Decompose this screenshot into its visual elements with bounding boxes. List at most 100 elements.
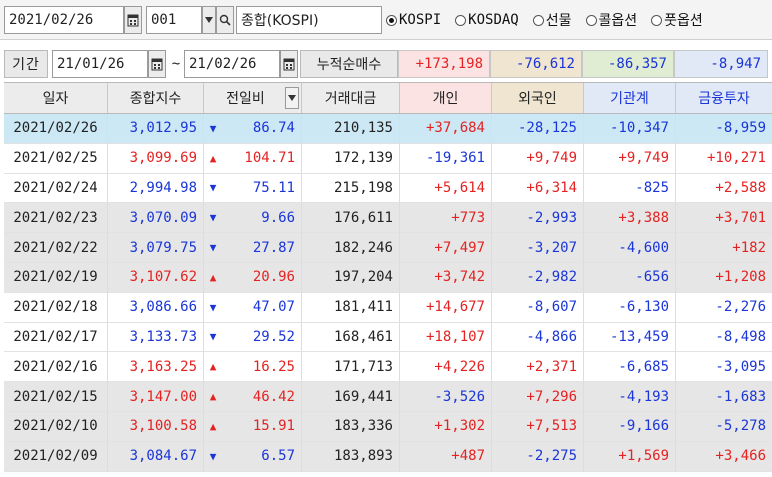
table-row[interactable]: 2021/02/26 3,012.95 ▼ 86.74 210,135 +37,684 -2… [4,114,772,144]
chevron-down-icon [205,17,213,23]
cell-index: 3,107.62 [108,262,204,292]
column-header-individual[interactable]: 개인 [400,83,492,113]
cell-financial: +3,466 [715,448,766,465]
column-header-foreign[interactable]: 외국인 [492,83,584,113]
to-date-field[interactable]: 21/02/26 [184,50,280,78]
column-header-change[interactable]: 전일비 [204,83,302,113]
column-header-financial[interactable]: 금융투자 [676,83,772,113]
calendar-button[interactable] [124,6,142,34]
radio-futures[interactable]: 선물 [532,10,572,30]
radio-call-option[interactable]: 콜옵션 [585,10,637,30]
cell-date: 2021/02/09 [4,441,108,471]
cell-individual: +487 [400,441,492,471]
cell-change: ▼ 86.74 [204,114,302,143]
table-row[interactable]: 2021/02/18 3,086.66 ▼ 47.07 181,411 +14,677 -8… [4,292,772,323]
cell-institution: -13,459 [584,322,676,352]
cell-foreign: +9,749 [492,143,584,173]
index-name-field: 종합(KOSPI) [236,6,382,34]
cell-financial: +182 [732,239,766,256]
cell-date: 2021/02/22 [4,233,108,262]
to-calendar-button[interactable] [280,50,298,78]
radio-kospi[interactable]: KOSPI [386,12,441,28]
cell-date: 2021/02/23 [4,203,108,233]
cell-foreign: -4,866 [492,322,584,352]
cell-foreign: -2,275 [492,441,584,471]
column-header-index[interactable]: 종합지수 [108,83,204,113]
cell-financial: -8,498 [715,328,766,345]
cell-change: ▲ 20.96 [204,262,302,292]
cell-date: 2021/02/24 [4,173,108,203]
radio-kosdaq[interactable]: KOSDAQ [455,12,519,28]
table-row[interactable]: 2021/02/25 3,099.69 ▲ 104.71 172,139 -19,361 +… [4,143,772,174]
cell-index: 3,100.58 [108,411,204,441]
cell-individual: +3,742 [400,262,492,292]
cell-change-value: 104.71 [244,150,295,167]
cell-index: 3,163.25 [108,352,204,382]
calendar-icon [127,14,139,27]
cell-change-value: 9.66 [261,209,295,226]
cell-change-value: 75.11 [252,179,295,196]
change-sort-button[interactable] [285,87,299,109]
cell-financial: -5,278 [715,418,766,435]
table-row[interactable]: 2021/02/10 3,100.58 ▲ 15.91 183,336 +1,302 +7,… [4,411,772,442]
cell-institution: -656 [584,262,676,292]
from-date-field[interactable]: 21/01/26 [52,50,148,78]
table-row[interactable]: 2021/02/09 3,084.67 ▼ 6.57 183,893 +487 -2,275… [4,441,772,472]
code-field[interactable]: 001 [146,6,202,34]
cell-change-value: 86.74 [252,120,295,137]
search-button[interactable] [216,6,234,34]
cell-volume: 169,441 [302,382,400,411]
cell-individual: +37,684 [400,114,492,143]
cell-change: ▼ 75.11 [204,173,302,203]
column-header-date[interactable]: 일자 [4,83,108,113]
radio-label: KOSDAQ [468,12,519,28]
table-row[interactable]: 2021/02/19 3,107.62 ▲ 20.96 197,204 +3,742 -2,… [4,262,772,293]
cell-change: ▲ 46.42 [204,382,302,411]
cell-volume: 183,336 [302,411,400,441]
cell-volume: 168,461 [302,322,400,352]
calendar-icon [151,58,163,71]
cell-index: 2,994.98 [108,173,204,203]
table-row[interactable]: 2021/02/24 2,994.98 ▼ 75.11 215,198 +5,614 +6,… [4,173,772,204]
cell-institution: -6,130 [584,292,676,322]
column-header-volume[interactable]: 거래대금 [302,83,400,113]
code-dropdown-button[interactable] [202,6,216,34]
cell-volume: 183,893 [302,441,400,471]
date-field[interactable]: 2021/02/26 [4,6,124,34]
from-calendar-button[interactable] [148,50,166,78]
cell-change: ▲ 15.91 [204,411,302,441]
table-row[interactable]: 2021/02/15 3,147.00 ▲ 46.42 169,441 -3,526 +7,… [4,382,772,412]
column-header-institution[interactable]: 기관계 [584,83,676,113]
cell-index: 3,079.75 [108,233,204,262]
cell-institution: -10,347 [584,114,676,143]
chevron-down-icon [288,95,296,101]
cell-date: 2021/02/26 [4,114,108,143]
up-arrow-icon: ▲ [209,390,217,404]
table-body: 2021/02/26 3,012.95 ▼ 86.74 210,135 +37,684 -2… [4,114,772,472]
cell-individual: +5,614 [400,173,492,203]
column-header-change-label: 전일비 [226,91,265,107]
cell-date: 2021/02/19 [4,262,108,292]
cell-change-value: 16.25 [252,358,295,375]
radio-label: 풋옵션 [664,13,703,29]
cell-date: 2021/02/18 [4,292,108,322]
radio-put-option[interactable]: 풋옵션 [651,10,703,30]
cell-volume: 181,411 [302,292,400,322]
up-arrow-icon: ▲ [209,360,217,374]
cell-date: 2021/02/15 [4,382,108,411]
cell-date: 2021/02/10 [4,411,108,441]
table-row[interactable]: 2021/02/23 3,070.09 ▼ 9.66 176,611 +773 -2,993… [4,203,772,234]
period-label: 기간 [4,50,48,78]
radio-unselected-icon [455,14,467,26]
cell-change: ▲ 104.71 [204,143,302,173]
table-row[interactable]: 2021/02/17 3,133.73 ▼ 29.52 168,461 +18,107 -4… [4,322,772,353]
market-radio-group: KOSPI KOSDAQ 선물 콜옵션 풋옵션 [386,6,703,34]
cell-financial: +10,271 [706,150,766,167]
cell-foreign: -8,607 [492,292,584,322]
table-row[interactable]: 2021/02/22 3,079.75 ▼ 27.87 182,246 +7,497 -3,… [4,233,772,263]
table-row[interactable]: 2021/02/16 3,163.25 ▲ 16.25 171,713 +4,226 +2,… [4,352,772,383]
cell-change-value: 27.87 [252,239,295,256]
cell-date: 2021/02/25 [4,143,108,173]
top-toolbar: 2021/02/26 001 종합(KOSPI) KOSPI KOSDAQ 선물 [0,0,772,40]
down-arrow-icon: ▼ [209,330,217,344]
